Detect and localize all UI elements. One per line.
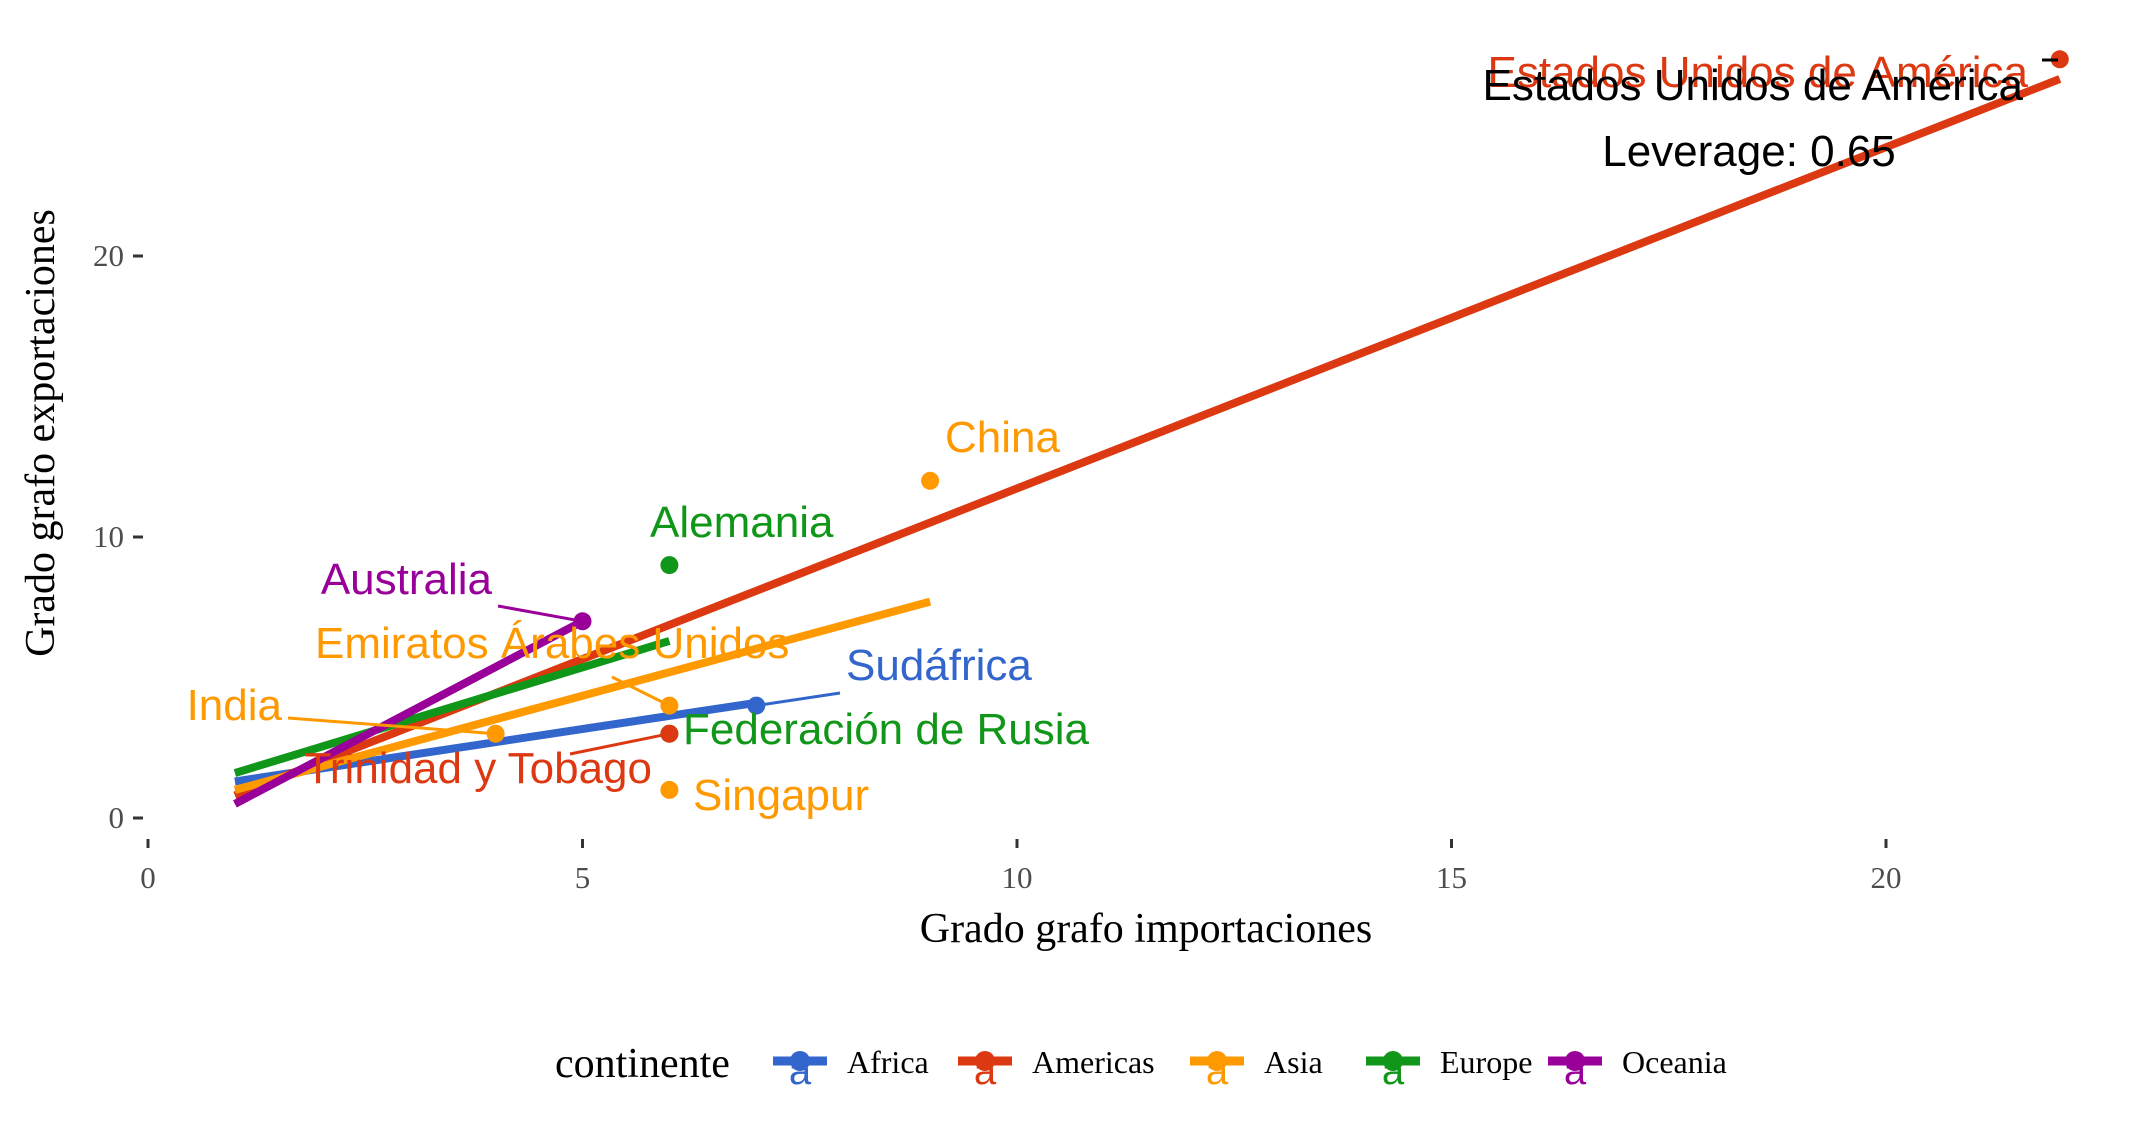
point-label-australia: Australia bbox=[321, 555, 493, 604]
point-label-estados-unidos-de-america: Estados Unidos de América bbox=[1487, 48, 2028, 97]
point-india bbox=[486, 724, 505, 743]
point-label-emiratos-arabes-unidos: Emiratos Árabes Unidos bbox=[315, 619, 789, 668]
legend-key-point-africa bbox=[790, 1051, 810, 1071]
legend-label-africa: Africa bbox=[847, 1044, 929, 1080]
x-axis-title: Grado grafo importaciones bbox=[920, 906, 1373, 952]
x-tick-label: 10 bbox=[1002, 860, 1033, 895]
legend-title: continente bbox=[555, 1041, 730, 1087]
legend-key-point-asia bbox=[1207, 1051, 1227, 1071]
point-sudafrica bbox=[747, 696, 766, 715]
x-tick-label: 5 bbox=[575, 860, 591, 895]
leader-india bbox=[287, 716, 496, 736]
legend: continente a Africa a Americas a Asia a Europe a O… bbox=[555, 1041, 1727, 1093]
legend-key-point-europe bbox=[1383, 1051, 1403, 1071]
x-tick-label: 15 bbox=[1436, 860, 1467, 895]
point-australia bbox=[573, 612, 592, 631]
point-label-federacion-de-rusia: Federación de Rusia bbox=[683, 705, 1090, 754]
fit-line-oceania bbox=[233, 617, 585, 808]
fit-line-asia bbox=[233, 597, 932, 794]
leader-trinidad-y-tobago bbox=[569, 732, 670, 756]
point-trinidad-y-tobago bbox=[660, 724, 679, 743]
y-axis-title: Grado grafo exportaciones bbox=[18, 209, 64, 657]
point-singapur bbox=[660, 780, 679, 799]
leader-australia bbox=[497, 604, 583, 623]
point-label-trinidad-y-tobago: Trinidad y Tobago bbox=[305, 744, 652, 793]
legend-key-point-americas bbox=[975, 1051, 995, 1071]
y-tick-label: 0 bbox=[109, 800, 125, 835]
point-labels: Estados Unidos de América China Alemania Au… bbox=[187, 48, 2029, 820]
point-label-china: China bbox=[945, 413, 1060, 462]
legend-key-point-oceania bbox=[1565, 1051, 1585, 1071]
point-estados-unidos-de-america bbox=[2050, 50, 2069, 69]
legend-key-glyph-asia: a bbox=[1206, 1049, 1229, 1093]
legend-label-oceania: Oceania bbox=[1622, 1044, 1727, 1080]
annotation-name: Estados Unidos de América bbox=[1482, 61, 2023, 110]
point-label-singapur: Singapur bbox=[693, 771, 869, 820]
annotation-leverage: Leverage: 0.65 bbox=[1602, 127, 1896, 176]
legend-label-europe: Europe bbox=[1440, 1044, 1532, 1080]
point-alemania bbox=[660, 556, 679, 575]
axes: 0 5 10 15 20 0 10 20 Grado grafo importaciones Gr… bbox=[18, 209, 1902, 952]
point-emiratos-arabes-unidos bbox=[660, 696, 679, 715]
legend-label-americas: Americas bbox=[1032, 1044, 1155, 1080]
point-label-alemania: Alemania bbox=[650, 498, 834, 547]
annotations: Estados Unidos de América Leverage: 0.65 bbox=[1482, 58, 2058, 176]
point-label-india: India bbox=[187, 681, 283, 730]
x-tick-label: 20 bbox=[1871, 860, 1902, 895]
fit-line-americas bbox=[233, 75, 2062, 800]
label-leaders bbox=[287, 604, 841, 756]
data-points bbox=[486, 50, 2069, 799]
legend-key-glyph-americas: a bbox=[974, 1049, 997, 1093]
fit-line-europe bbox=[233, 637, 671, 777]
fit-lines bbox=[233, 75, 2062, 808]
point-label-sudafrica: Sudáfrica bbox=[846, 641, 1032, 690]
leader-sudafrica bbox=[756, 691, 841, 708]
leader-emiratos-arabes-unidos bbox=[611, 675, 671, 707]
legend-key-glyph-africa: a bbox=[789, 1049, 812, 1093]
legend-label-asia: Asia bbox=[1264, 1044, 1323, 1080]
legend-key-glyph-oceania: a bbox=[1564, 1049, 1587, 1093]
y-tick-label: 20 bbox=[93, 238, 124, 273]
legend-key-glyph-europe: a bbox=[1382, 1049, 1405, 1093]
point-china bbox=[921, 471, 940, 490]
y-tick-label: 10 bbox=[93, 519, 124, 554]
x-tick-label: 0 bbox=[140, 860, 156, 895]
